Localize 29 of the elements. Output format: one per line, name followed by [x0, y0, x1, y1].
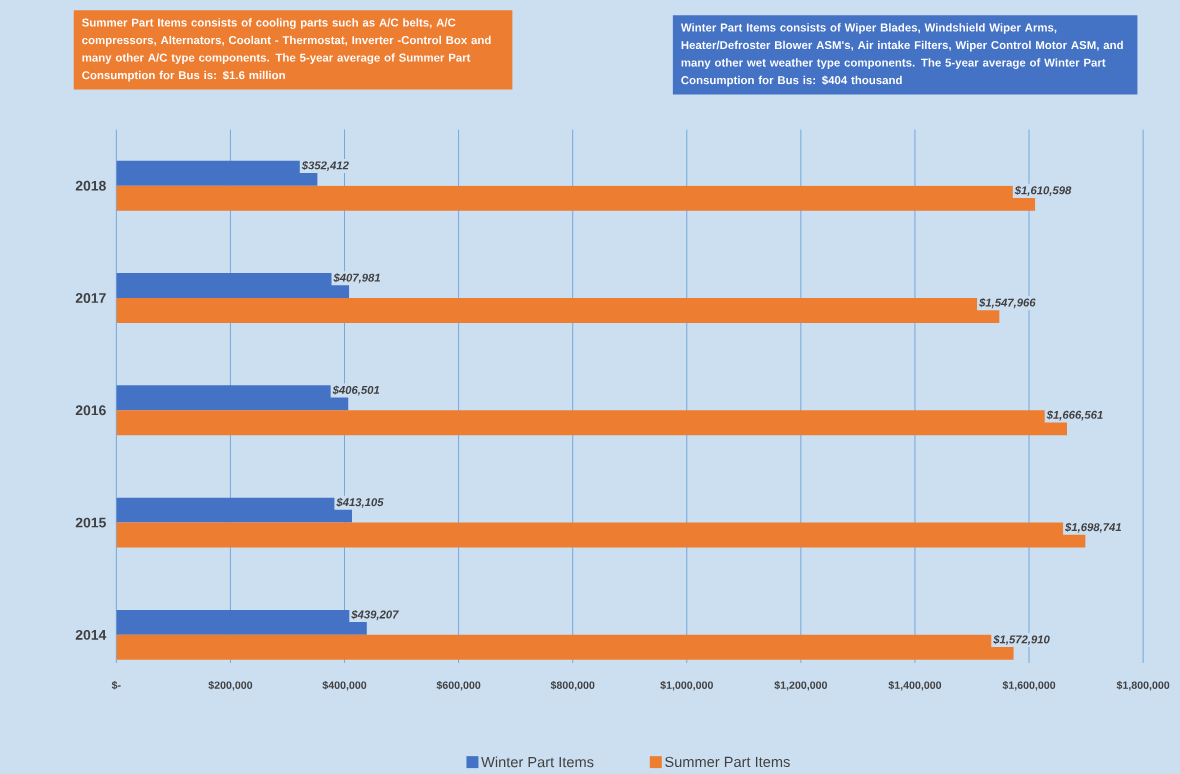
data-label: $1,698,741: [1065, 522, 1121, 533]
data-label: $352,412: [301, 160, 349, 171]
x-tick-label: $1,000,000: [660, 680, 713, 691]
legend-label: Winter Part Items: [481, 756, 594, 768]
x-tick-label: $600,000: [436, 680, 481, 691]
data-label: $413,105: [336, 497, 384, 508]
data-label: $1,610,598: [1014, 185, 1072, 196]
data-label: $1,547,966: [978, 297, 1036, 309]
x-tick-label: $-: [111, 680, 121, 690]
y-tick-label: 2017: [75, 292, 106, 303]
data-label: $407,981: [333, 272, 380, 284]
y-tick-label: 2016: [75, 405, 106, 416]
y-tick-label: 2014: [75, 629, 107, 640]
data-label: $439,207: [351, 609, 399, 620]
x-tick-label: $1,200,000: [774, 680, 828, 691]
y-tick-label: 2018: [75, 180, 106, 191]
data-label: $1,572,910: [993, 634, 1050, 645]
x-tick-label: $1,400,000: [888, 680, 942, 691]
legend-label: Summer Part Items: [665, 756, 790, 767]
x-tick-label: $800,000: [550, 680, 595, 691]
data-label: $1,666,561: [1046, 410, 1103, 421]
text: Summer Part Items consists of cooling parts such as A/C belts, A/C compressors, Alternators, Coolant - Thermostat, Inverter -Control Box and many other A/C type components. The 5-year average of Summer Part Consumption for Bus is: $1.6 million: [82, 18, 491, 82]
text: Winter Part Items consists of Wiper Blades, Windshield Wiper Arms, Heater/Defroster Blower ASM's, Air intake Filters, Wiper Control Motor ASM, and many other wet weather type components. The 5-year average of Winter Part Consumption for Bus is: $404 thousand: [680, 23, 1123, 87]
x-tick-label: $1,600,000: [1002, 680, 1056, 691]
x-tick-label: $400,000: [322, 680, 367, 691]
x-tick-label: $200,000: [208, 680, 253, 691]
x-tick-label: $1,800,000: [1116, 680, 1170, 691]
data-label: $406,501: [332, 385, 380, 396]
y-tick-label: 2015: [75, 517, 106, 528]
